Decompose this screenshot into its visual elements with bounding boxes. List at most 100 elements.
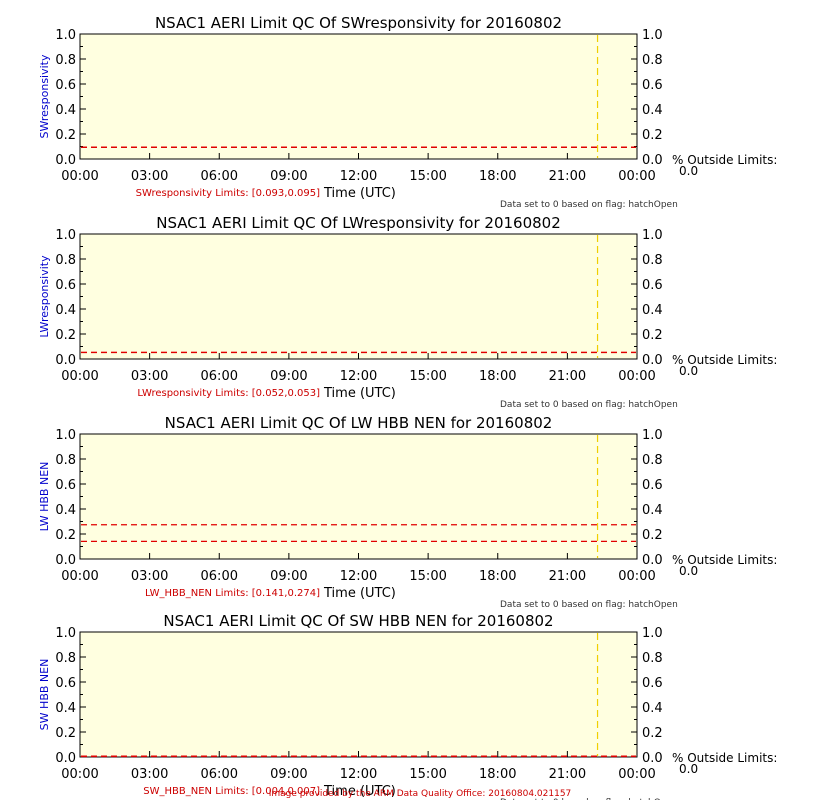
y-tick-label-left: 0.8: [55, 253, 76, 268]
y-tick-label-left: 0.0: [55, 553, 76, 568]
y-tick-label-right: 0.4: [642, 701, 663, 716]
y-tick-label-right: 0.8: [642, 651, 663, 666]
y-tick-label-right: 0.2: [642, 128, 663, 143]
x-tick-label: 09:00: [270, 369, 307, 384]
x-tick-label: 18:00: [479, 767, 516, 782]
x-tick-label: 21:00: [549, 369, 586, 384]
y-tick-label-right: 0.2: [642, 528, 663, 543]
outside-limits-label: % Outside Limits:: [672, 353, 777, 367]
y-tick-label-right: 0.2: [642, 726, 663, 741]
y-tick-label-left: 0.2: [55, 128, 76, 143]
x-axis-label: Time (UTC): [323, 784, 396, 799]
x-tick-label: 15:00: [409, 569, 446, 584]
x-axis-label: Time (UTC): [323, 586, 396, 601]
x-tick-label: 06:00: [201, 369, 238, 384]
y-tick-label-right: 0.6: [642, 676, 663, 691]
x-tick-label: 03:00: [131, 767, 168, 782]
y-tick-label-left: 0.4: [55, 303, 76, 318]
outside-limits-label: % Outside Limits:: [672, 553, 777, 567]
y-axis-label: LW HBB NEN: [38, 462, 51, 532]
y-tick-label-left: 0.4: [55, 503, 76, 518]
y-tick-label-left: 0.4: [55, 701, 76, 716]
y-tick-label-left: 0.8: [55, 53, 76, 68]
y-tick-label-right: 0.2: [642, 328, 663, 343]
y-tick-label-right: 1.0: [642, 228, 663, 243]
x-tick-label: 00:00: [618, 369, 655, 384]
y-tick-label-left: 0.6: [55, 676, 76, 691]
y-tick-label-right: 0.4: [642, 303, 663, 318]
x-tick-label: 00:00: [618, 767, 655, 782]
plot-area: [79, 33, 638, 160]
x-tick-label: 09:00: [270, 767, 307, 782]
x-tick-label: 03:00: [131, 369, 168, 384]
outside-limits-value: 0.0: [679, 364, 698, 378]
plot-area: [79, 433, 638, 560]
outside-limits-value: 0.0: [679, 164, 698, 178]
x-tick-label: 00:00: [618, 169, 655, 184]
chart-title: NSAC1 AERI Limit QC Of LW HBB NEN for 20…: [165, 414, 553, 432]
y-tick-label-right: 0.0: [642, 553, 663, 568]
chart-title: NSAC1 AERI Limit QC Of SWresponsivity fo…: [155, 14, 562, 32]
y-tick-label-right: 1.0: [642, 626, 663, 641]
y-tick-label-right: 0.0: [642, 751, 663, 766]
y-tick-label-left: 0.0: [55, 751, 76, 766]
limits-text: SW_HBB_NEN Limits: [0.004,0.007]: [143, 786, 320, 797]
y-tick-label-right: 0.0: [642, 353, 663, 368]
x-axis-label: Time (UTC): [323, 386, 396, 401]
outside-limits-value: 0.0: [679, 762, 698, 776]
y-tick-label-left: 0.6: [55, 278, 76, 293]
y-tick-label-left: 1.0: [55, 428, 76, 443]
y-axis-label: SW HBB NEN: [38, 659, 51, 731]
y-tick-label-right: 0.6: [642, 278, 663, 293]
flag-note: Data set to 0 based on flag: hatchOpen: [500, 400, 678, 410]
y-tick-label-left: 0.8: [55, 651, 76, 666]
outside-limits-value: 0.0: [679, 564, 698, 578]
chart-title: NSAC1 AERI Limit QC Of SW HBB NEN for 20…: [163, 612, 553, 630]
y-tick-label-right: 0.8: [642, 453, 663, 468]
x-tick-label: 06:00: [201, 767, 238, 782]
y-tick-label-left: 0.8: [55, 453, 76, 468]
y-tick-label-left: 0.4: [55, 103, 76, 118]
y-tick-label-left: 0.2: [55, 528, 76, 543]
y-tick-label-left: 0.6: [55, 78, 76, 93]
x-tick-label: 21:00: [549, 767, 586, 782]
y-tick-label-left: 1.0: [55, 228, 76, 243]
x-tick-label: 12:00: [340, 569, 377, 584]
y-tick-label-left: 0.2: [55, 328, 76, 343]
y-tick-label-right: 1.0: [642, 428, 663, 443]
y-tick-label-right: 0.4: [642, 503, 663, 518]
x-tick-label: 15:00: [409, 767, 446, 782]
x-tick-label: 00:00: [61, 767, 98, 782]
x-tick-label: 15:00: [409, 169, 446, 184]
x-tick-label: 15:00: [409, 369, 446, 384]
x-tick-label: 18:00: [479, 169, 516, 184]
chart-title: NSAC1 AERI Limit QC Of LWresponsivity fo…: [156, 214, 561, 232]
plot-area: [79, 631, 638, 758]
x-tick-label: 06:00: [201, 169, 238, 184]
x-tick-label: 00:00: [61, 369, 98, 384]
y-tick-label-left: 0.6: [55, 478, 76, 493]
footer-credit: Image provided by the ARM Data Quality O…: [269, 789, 572, 799]
y-axis-label: SWresponsivity: [38, 54, 51, 138]
x-tick-label: 03:00: [131, 169, 168, 184]
x-tick-label: 12:00: [340, 369, 377, 384]
y-tick-label-right: 1.0: [642, 28, 663, 43]
y-tick-label-left: 0.2: [55, 726, 76, 741]
y-tick-label-right: 0.6: [642, 478, 663, 493]
x-tick-label: 06:00: [201, 569, 238, 584]
x-tick-label: 09:00: [270, 169, 307, 184]
x-tick-label: 12:00: [340, 169, 377, 184]
limits-text: LWresponsivity Limits: [0.052,0.053]: [137, 388, 320, 399]
x-tick-label: 21:00: [549, 569, 586, 584]
y-tick-label-right: 0.8: [642, 253, 663, 268]
outside-limits-label: % Outside Limits:: [672, 751, 777, 765]
limits-text: SWresponsivity Limits: [0.093,0.095]: [136, 188, 320, 199]
y-tick-label-right: 0.0: [642, 153, 663, 168]
x-tick-label: 12:00: [340, 767, 377, 782]
y-tick-label-right: 0.4: [642, 103, 663, 118]
y-tick-label-right: 0.8: [642, 53, 663, 68]
y-tick-label-left: 1.0: [55, 626, 76, 641]
y-tick-label-left: 0.0: [55, 153, 76, 168]
y-axis-label: LWresponsivity: [38, 255, 51, 338]
x-axis-label: Time (UTC): [323, 186, 396, 201]
